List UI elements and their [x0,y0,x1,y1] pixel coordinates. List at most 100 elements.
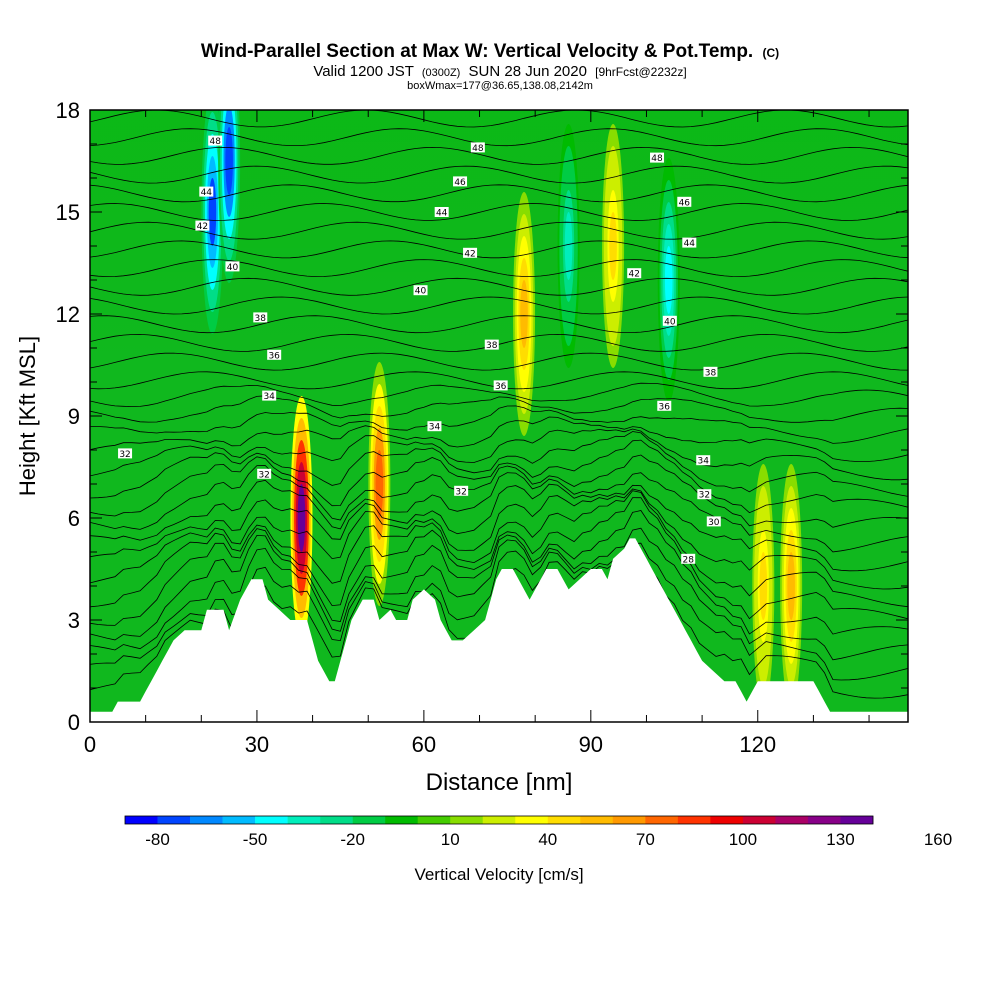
theta-contour [90,184,908,203]
theta-label-box [696,455,711,466]
theta-label: 44 [682,237,697,249]
colorbar-tick-label: 40 [538,830,557,849]
colorbar-label: Vertical Velocity [cm/s] [414,865,583,884]
theta-contour [90,542,908,681]
colorbar-swatch [580,816,614,824]
colorbar-swatch [450,816,484,824]
colorbar-swatch [645,816,679,824]
velocity-contour [759,552,768,620]
theta-label-text: 34 [263,392,275,402]
theta-label-text: 34 [429,423,441,433]
theta-label: 40 [225,261,240,273]
y-tick-label: 6 [68,506,80,531]
colorbar: -80 -50 -20 10 40 70 100 130 160 [124,815,952,849]
chart-title: Wind-Parallel Section at Max W: Vertical… [201,41,779,62]
theta-label: 38 [703,366,718,378]
y-tick-label: 15 [56,200,80,225]
theta-contour [90,352,908,371]
theta-label: 32 [257,468,272,480]
theta-contour [90,382,908,408]
velocity-contour [564,212,573,280]
velocity-contour [375,450,384,518]
theta-contour [90,165,908,184]
colorbar-swatch [775,816,809,824]
theta-label: 34 [427,421,442,433]
x-axis: 0 30 60 90 120 [84,110,870,757]
velocity-contour [664,246,673,314]
theta-label-box [470,142,485,153]
velocity-feature [290,396,313,640]
x-axis-label: Distance [nm] [426,769,573,796]
theta-contour [90,497,908,626]
theta-label: 36 [493,380,508,392]
theta-contour [90,428,908,481]
colorbar-tick-label: 10 [441,830,460,849]
theta-contour [90,472,908,553]
theta-label-text: 48 [209,137,221,147]
theta-label: 42 [463,247,478,259]
theta-label-box [703,366,718,377]
theta-label-box [413,285,428,296]
colorbar-swatch [742,816,776,824]
theta-contour [90,405,908,444]
theta-contour [90,128,908,147]
theta-label-text: 32 [699,491,710,501]
theta-contour [90,527,908,661]
theta-contour [90,110,908,128]
x-tick-label: 0 [84,732,96,757]
theta-label-box [262,390,277,401]
theta-label: 38 [253,312,268,324]
theta-label-box [706,516,721,527]
colorbar-swatch [515,816,549,824]
theta-label-text: 28 [682,555,694,565]
theta-label-box [253,312,268,323]
theta-label: 46 [677,196,692,208]
theta-label-box [484,339,499,350]
y-tick-label: 12 [56,302,80,327]
velocity-feature [657,158,680,402]
plot-area: 32 48 44 42 40 38 36 34 32 48 46 44 42 40 38 36 34 32 48 46… [89,91,909,723]
theta-label: 40 [413,285,428,297]
colorbar-frame [124,815,874,825]
theta-label: 46 [453,176,468,188]
theta-label-text: 32 [119,450,130,460]
theta-label: 38 [484,339,499,351]
theta-label-text: 42 [197,222,208,232]
chart-subtitle: Valid 1200 JST (0300Z) SUN 28 Jun 2020 [… [313,63,686,80]
theta-label: 32 [697,489,712,501]
theta-label-text: 48 [651,154,663,164]
theta-contour [90,91,908,108]
theta-label-box [225,261,240,272]
theta-contour [90,240,908,259]
theta-contour [90,221,908,240]
theta-label-text: 32 [455,487,466,497]
velocity-feature [752,464,775,708]
theta-label-text: 42 [464,249,475,259]
theta-contour [90,490,908,608]
theta-label: 28 [681,553,696,565]
terrain [90,538,908,722]
theta-label: 34 [262,390,277,402]
theta-label-box [199,186,214,197]
theta-label-text: 36 [495,382,507,392]
theta-label-box [208,135,223,146]
x-tick-label: 60 [412,732,436,757]
colorbar-tick-label: -20 [340,830,365,849]
theta-label-text: 46 [679,198,691,208]
velocity-feature [780,464,803,708]
colorbar-swatch [482,816,516,824]
velocity-contour [609,212,617,280]
theta-contour [90,395,908,423]
velocity-feature [513,192,536,436]
colorbar-swatch [190,816,223,824]
theta-label-text: 42 [628,270,639,280]
theta-contour [90,510,908,641]
theta-label: 32 [118,448,133,460]
theta-label-box [657,400,672,411]
theta-label-text: 40 [664,317,676,327]
theta-label-text: 38 [255,314,267,324]
theta-contour [90,146,908,165]
y-tick-label: 0 [68,710,80,735]
theta-label-text: 30 [708,518,720,528]
theta-label-text: 46 [454,178,466,188]
